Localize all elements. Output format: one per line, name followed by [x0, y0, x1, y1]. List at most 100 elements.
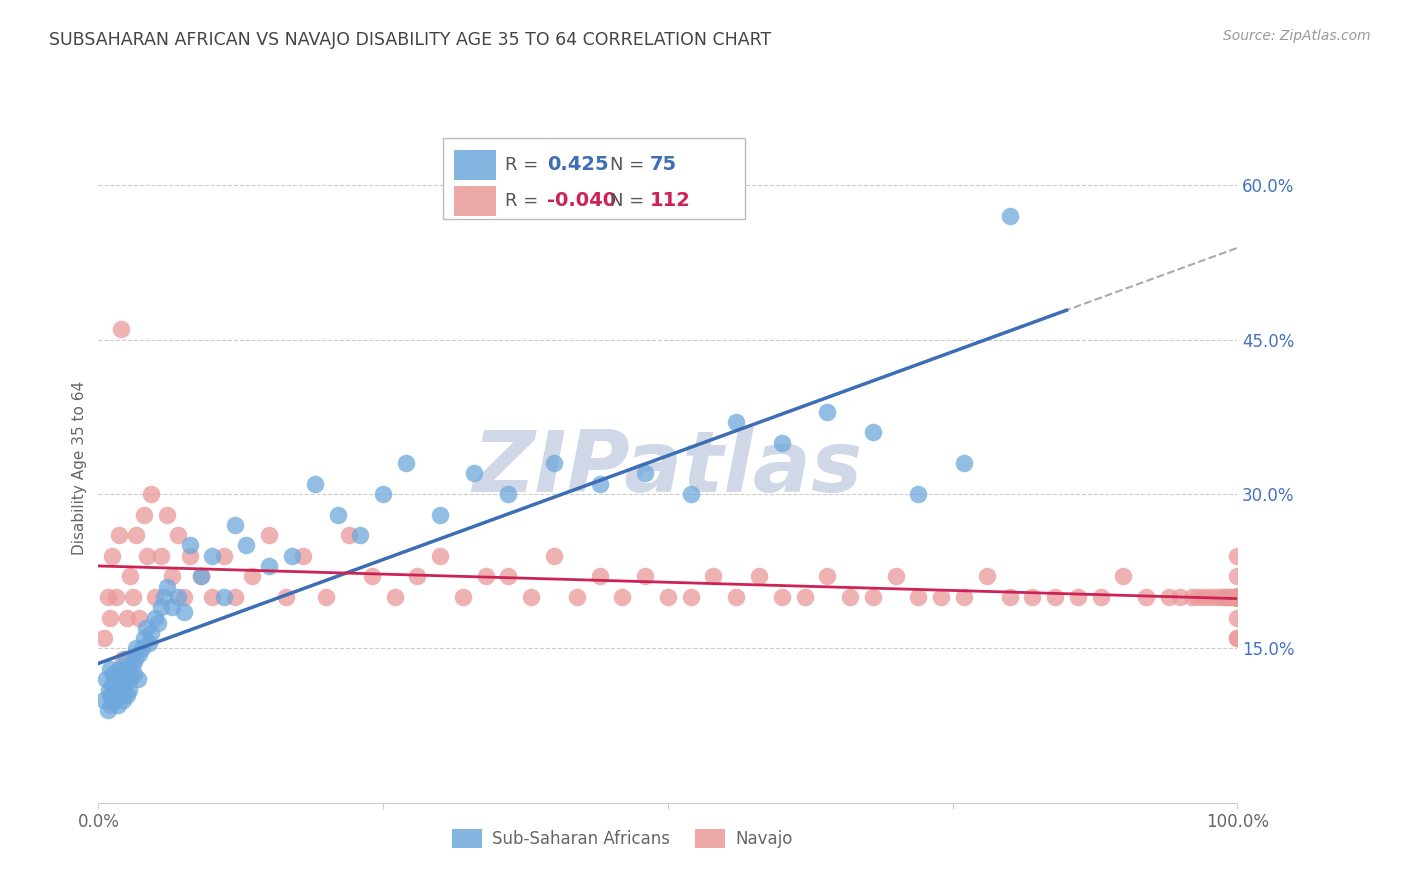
Point [103, 667, 125, 681]
Text: 112: 112 [650, 192, 690, 211]
Point [1209, 590, 1232, 604]
Point [108, 528, 131, 542]
Point [543, 549, 565, 563]
Point [1226, 590, 1249, 604]
Point [634, 467, 657, 481]
Point [884, 569, 907, 583]
Text: Source: ZipAtlas.com: Source: ZipAtlas.com [1223, 29, 1371, 43]
Point [1226, 590, 1249, 604]
Point [1226, 590, 1249, 604]
Point [1226, 590, 1249, 604]
Point [657, 590, 679, 604]
Point [498, 569, 520, 583]
Point [122, 667, 145, 681]
Point [96, 703, 118, 717]
Point [281, 549, 304, 563]
Text: R =: R = [505, 156, 544, 174]
Point [156, 508, 179, 522]
Point [117, 662, 139, 676]
Point [1215, 590, 1237, 604]
Point [115, 610, 138, 624]
Point [120, 673, 142, 687]
Point [634, 569, 657, 583]
Point [110, 322, 132, 336]
Point [1226, 549, 1249, 563]
Point [110, 682, 132, 697]
Point [1043, 590, 1066, 604]
Point [1226, 590, 1249, 604]
Point [1226, 590, 1249, 604]
Point [1218, 590, 1240, 604]
Point [146, 615, 169, 630]
Point [384, 590, 406, 604]
Text: SUBSAHARAN AFRICAN VS NAVAJO DISABILITY AGE 35 TO 64 CORRELATION CHART: SUBSAHARAN AFRICAN VS NAVAJO DISABILITY … [49, 31, 772, 49]
Point [115, 673, 138, 687]
Point [162, 569, 184, 583]
Point [136, 549, 159, 563]
Point [96, 590, 118, 604]
Point [114, 677, 136, 691]
Point [679, 487, 702, 501]
Point [1157, 590, 1180, 604]
Point [1226, 590, 1249, 604]
Point [953, 456, 976, 470]
Point [103, 693, 125, 707]
Point [588, 569, 610, 583]
Point [104, 682, 127, 697]
Point [1226, 590, 1249, 604]
Point [212, 590, 235, 604]
Point [907, 487, 929, 501]
Point [1226, 590, 1249, 604]
Point [1225, 590, 1247, 604]
Point [371, 487, 394, 501]
Point [131, 641, 153, 656]
Point [839, 590, 862, 604]
Point [395, 456, 418, 470]
Point [1226, 590, 1249, 604]
Point [100, 698, 122, 712]
Point [1226, 590, 1249, 604]
Point [1226, 590, 1249, 604]
Point [862, 590, 884, 604]
Point [815, 569, 838, 583]
Point [406, 569, 429, 583]
Point [1226, 590, 1249, 604]
Point [108, 662, 131, 676]
Point [105, 677, 128, 691]
Point [128, 610, 150, 624]
Point [1222, 590, 1244, 604]
Point [190, 569, 212, 583]
Point [451, 590, 474, 604]
Point [112, 693, 135, 707]
Point [337, 528, 360, 542]
Point [1223, 590, 1246, 604]
Legend: Sub-Saharan Africans, Navajo: Sub-Saharan Africans, Navajo [446, 822, 799, 855]
Point [1226, 590, 1249, 604]
Point [1226, 590, 1249, 604]
Point [1226, 590, 1249, 604]
Point [201, 549, 224, 563]
Point [907, 590, 929, 604]
Point [259, 559, 281, 574]
Point [101, 549, 124, 563]
Point [108, 688, 131, 702]
Point [259, 528, 281, 542]
Point [349, 528, 371, 542]
Point [588, 476, 610, 491]
Point [150, 600, 173, 615]
Point [953, 590, 976, 604]
Point [770, 435, 793, 450]
Point [127, 673, 149, 687]
Point [1226, 590, 1249, 604]
Point [107, 698, 129, 712]
Point [179, 549, 201, 563]
Point [156, 580, 179, 594]
Point [1170, 590, 1192, 604]
Point [793, 590, 815, 604]
Point [139, 487, 162, 501]
Point [104, 673, 127, 687]
Point [1135, 590, 1157, 604]
Point [132, 631, 155, 645]
Point [1198, 590, 1220, 604]
Point [862, 425, 884, 440]
